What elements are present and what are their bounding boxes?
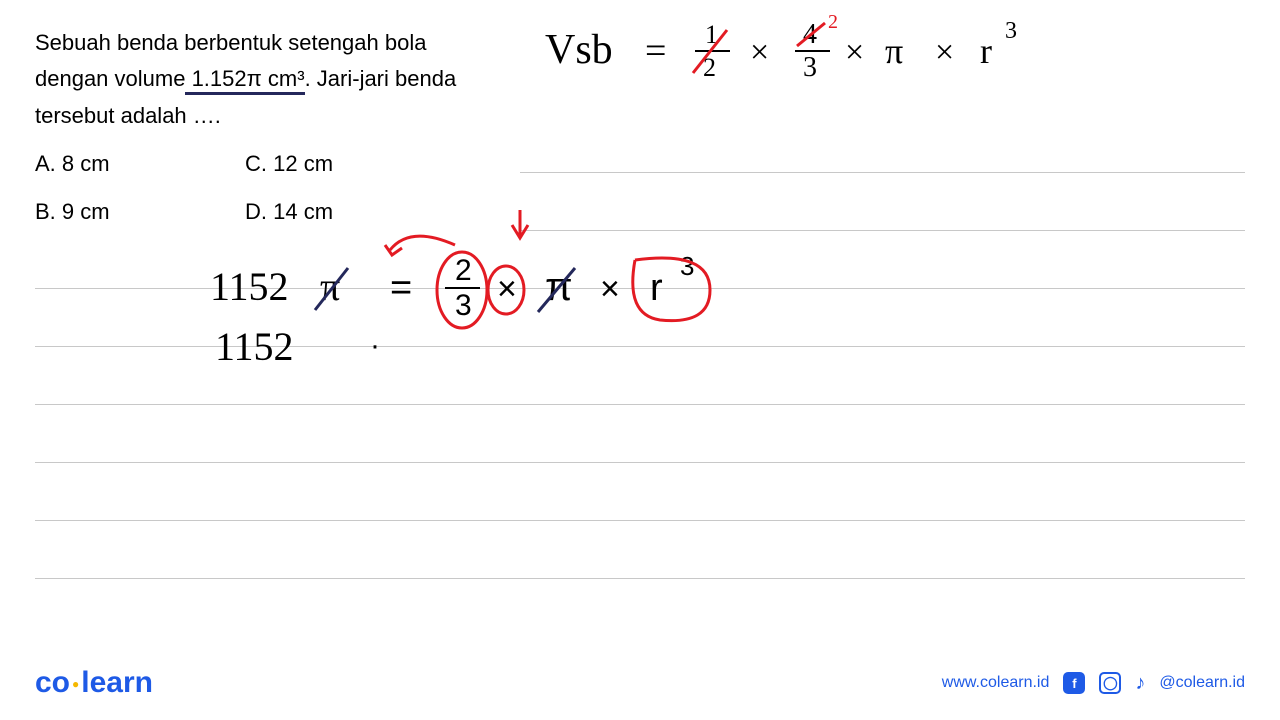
- pi-1: π: [885, 31, 903, 71]
- times-3: ×: [935, 34, 954, 71]
- instagram-icon[interactable]: ◯: [1099, 672, 1121, 694]
- red-circle-r3: [633, 258, 710, 321]
- question-line-3: tersebut adalah ….: [35, 98, 505, 134]
- work-times2: ×: [600, 270, 620, 308]
- formula-eq: =: [645, 30, 666, 72]
- logo-left: co: [35, 666, 70, 699]
- logo: co●learn: [35, 666, 153, 700]
- q-l2-b: . Jari-jari benda: [305, 66, 457, 91]
- formula-vsb: Vsb: [545, 27, 613, 73]
- work-dot: ·: [370, 329, 380, 362]
- work-exp: 3: [680, 251, 694, 281]
- times-1: ×: [750, 34, 769, 71]
- work-area: 1152 π = 2 3 × π × r 3 1152 ·: [180, 200, 900, 425]
- work-times1: ×: [497, 270, 517, 308]
- times-2: ×: [845, 34, 864, 71]
- work-1152: 1152: [210, 264, 289, 309]
- work-r: r: [650, 267, 663, 309]
- question-line-1: Sebuah benda berbentuk setengah bola: [35, 25, 505, 61]
- logo-dot-icon: ●: [70, 677, 81, 691]
- q-l2-a: dengan volume: [35, 66, 185, 91]
- q-l2-underline: 1.152π cm³: [185, 66, 304, 95]
- footer-handle[interactable]: @colearn.id: [1159, 674, 1245, 692]
- footer: co●learn www.colearn.id f ◯ ♪ @colearn.i…: [0, 666, 1280, 700]
- logo-right: learn: [81, 666, 153, 699]
- work-eq: =: [390, 267, 412, 309]
- question-line-2: dengan volume 1.152π cm³. Jari-jari bend…: [35, 61, 505, 97]
- facebook-icon[interactable]: f: [1063, 672, 1085, 694]
- work-frac-den: 3: [455, 289, 472, 322]
- r-var: r: [980, 31, 992, 71]
- red-2: 2: [828, 11, 838, 33]
- option-a: A. 8 cm: [35, 146, 245, 182]
- formula-handwriting: Vsb = 1 2 × 4 3 2 × π × r 3: [545, 18, 1265, 106]
- red-arrow-down-icon: [512, 210, 528, 238]
- footer-right: www.colearn.id f ◯ ♪ @colearn.id: [942, 672, 1245, 695]
- work-line2: 1152: [215, 324, 294, 369]
- option-c: C. 12 cm: [245, 146, 445, 182]
- exp-3: 3: [1005, 18, 1017, 44]
- work-pi1: π: [320, 264, 340, 309]
- frac2-den: 3: [803, 52, 817, 83]
- footer-url[interactable]: www.colearn.id: [942, 674, 1050, 692]
- work-frac-num: 2: [455, 254, 472, 287]
- tiktok-icon[interactable]: ♪: [1135, 672, 1145, 695]
